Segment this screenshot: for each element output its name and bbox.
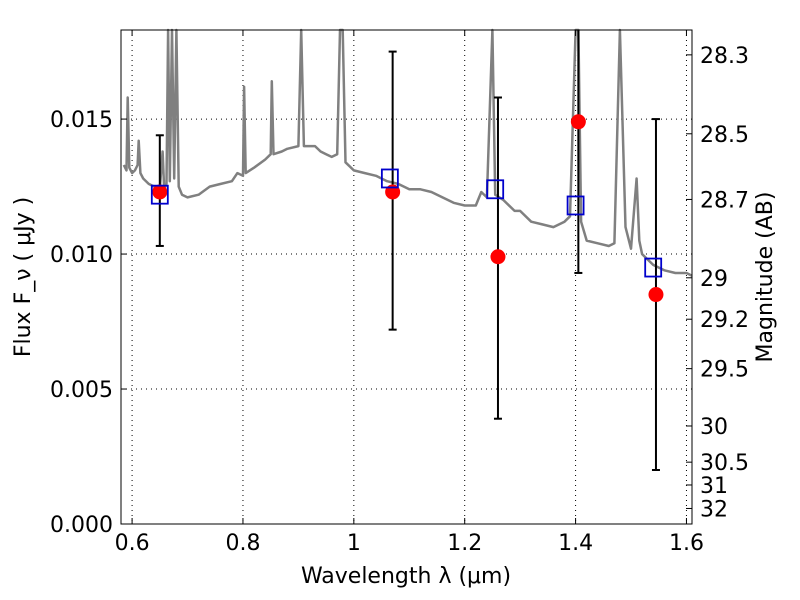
observed-points bbox=[152, 114, 664, 303]
grid bbox=[121, 30, 692, 525]
y2-tick-label: 28.3 bbox=[700, 44, 749, 69]
y2-tick-label: 29.2 bbox=[700, 308, 749, 333]
model-point bbox=[380, 168, 399, 189]
plot-frame bbox=[120, 29, 693, 525]
x-tick-label: 1.4 bbox=[558, 531, 593, 556]
y-tick-label: 0.000 bbox=[50, 513, 113, 538]
y2-tick-label: 32 bbox=[700, 497, 728, 522]
model-point bbox=[644, 257, 663, 278]
y2-axis-title: Magnitude (AB) bbox=[753, 192, 778, 363]
y-tick-label: 0.015 bbox=[50, 108, 113, 133]
spectrum-series bbox=[122, 28, 693, 277]
y2-tick-label: 29.5 bbox=[700, 358, 749, 383]
observed-point bbox=[490, 249, 506, 265]
x-tick-label: 1.2 bbox=[447, 531, 482, 556]
model-point bbox=[566, 195, 585, 216]
y2-tick-label: 28.7 bbox=[700, 188, 749, 213]
y2-tick-label: 29 bbox=[700, 267, 728, 292]
y-ticks: 0.000 0.005 0.010 0.015 bbox=[50, 108, 127, 538]
x-tick-label: 1 bbox=[347, 531, 361, 556]
x-axis-title: Wavelength λ (μm) bbox=[301, 564, 511, 589]
y2-tick-label: 28.5 bbox=[700, 123, 749, 148]
observed-point bbox=[570, 114, 586, 130]
y2-axis-title-text: Magnitude (AB) bbox=[753, 192, 778, 363]
y2-tick-label: 31 bbox=[700, 474, 728, 499]
y2-tick-label: 30 bbox=[700, 415, 728, 440]
model-points bbox=[150, 168, 663, 278]
y-tick-label: 0.010 bbox=[50, 243, 113, 268]
x-ticks: 0.6 0.8 1 1.2 1.4 1.6 bbox=[115, 30, 704, 556]
x-tick-label: 1.6 bbox=[669, 531, 704, 556]
observed-point bbox=[648, 287, 664, 303]
x-tick-label: 0.6 bbox=[115, 531, 150, 556]
x-tick-label: 0.8 bbox=[225, 531, 260, 556]
spectrum-line bbox=[122, 28, 693, 277]
y-tick-label: 0.005 bbox=[50, 378, 113, 403]
y2-tick-label: 30.5 bbox=[700, 451, 749, 476]
observed-point bbox=[152, 184, 168, 200]
model-point bbox=[486, 179, 505, 200]
y-axis-title: Flux F_ν ( μJy ) bbox=[11, 197, 36, 357]
x-axis-title-text: Wavelength λ (μm) bbox=[301, 564, 511, 589]
model-point bbox=[150, 184, 169, 205]
y-axis-title-text: Flux F_ν ( μJy ) bbox=[11, 197, 36, 357]
errorbars bbox=[155, 30, 660, 472]
